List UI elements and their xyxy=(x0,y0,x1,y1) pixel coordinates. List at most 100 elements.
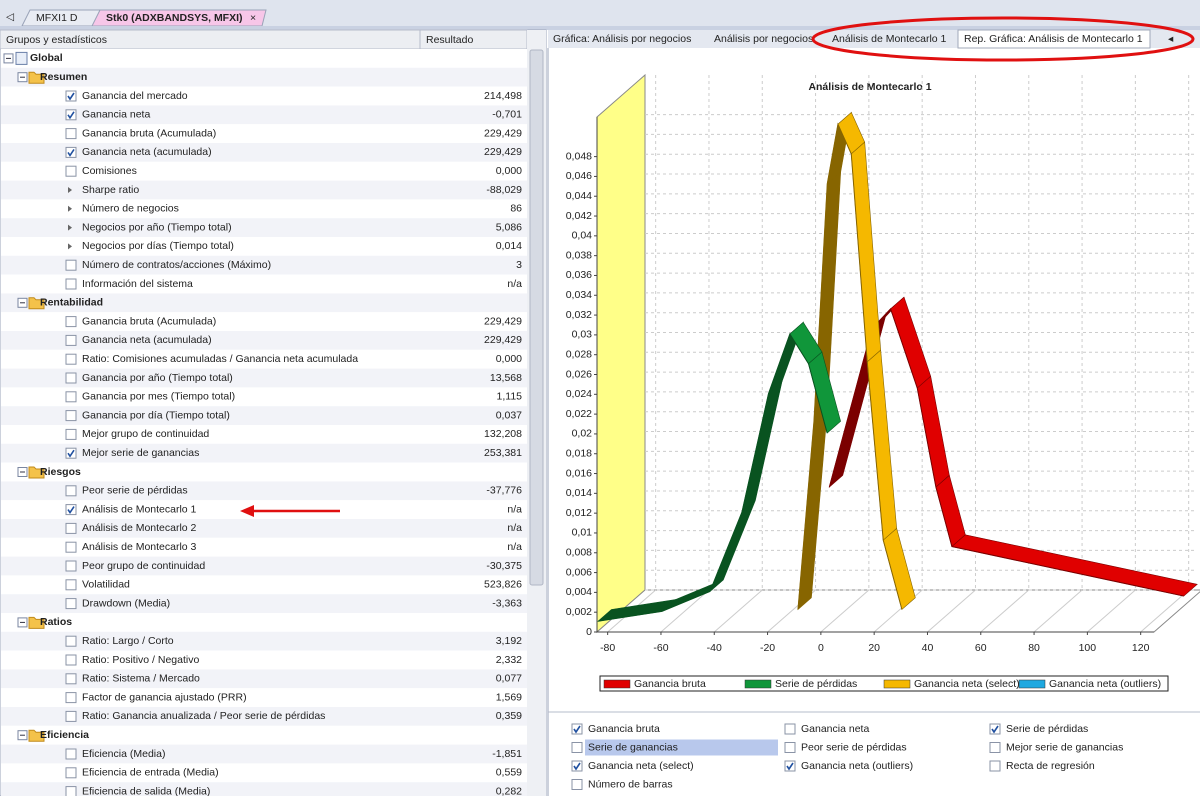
row[interactable] xyxy=(1,631,527,651)
checkbox[interactable] xyxy=(65,428,77,440)
row[interactable] xyxy=(1,500,527,519)
checkbox[interactable] xyxy=(65,673,77,685)
checkbox[interactable] xyxy=(571,742,583,753)
row[interactable] xyxy=(1,105,527,125)
row[interactable] xyxy=(1,707,527,726)
row[interactable] xyxy=(1,688,527,707)
row[interactable] xyxy=(1,443,527,463)
option-label[interactable]: Mejor serie de ganancias xyxy=(1006,741,1123,753)
row[interactable] xyxy=(1,744,527,764)
checkbox[interactable] xyxy=(65,748,77,760)
option-label[interactable]: Peor serie de pérdidas xyxy=(801,741,907,753)
row[interactable] xyxy=(1,763,527,783)
checkbox[interactable] xyxy=(65,334,77,346)
row[interactable] xyxy=(1,67,527,87)
checkbox[interactable] xyxy=(65,692,77,704)
checkbox[interactable] xyxy=(65,522,77,534)
option-label[interactable]: Ganancia neta xyxy=(801,723,869,735)
checkbox[interactable] xyxy=(65,598,77,610)
row[interactable] xyxy=(1,349,527,369)
row[interactable] xyxy=(1,49,527,68)
row[interactable] xyxy=(1,481,527,501)
chart-tab[interactable]: Rep. Gráfica: Análisis de Montecarlo 1 xyxy=(964,33,1143,45)
tab-close[interactable]: × xyxy=(250,12,256,24)
row[interactable] xyxy=(1,594,527,613)
row[interactable] xyxy=(1,218,527,237)
checkbox[interactable] xyxy=(989,742,1001,753)
row[interactable] xyxy=(1,331,527,350)
chart-tab[interactable]: Gráfica: Análisis por negocios xyxy=(553,33,691,45)
row[interactable] xyxy=(1,725,527,745)
checkbox[interactable] xyxy=(571,760,583,772)
checkbox[interactable] xyxy=(65,165,77,177)
row[interactable] xyxy=(1,237,527,256)
row[interactable] xyxy=(1,669,527,689)
checkbox[interactable] xyxy=(784,760,796,772)
row[interactable] xyxy=(1,143,527,162)
row[interactable] xyxy=(1,255,527,275)
stat-label: Ganancia por día (Tiempo total) xyxy=(82,409,230,421)
checkbox[interactable] xyxy=(65,391,77,403)
checkbox[interactable] xyxy=(65,109,77,121)
checkbox[interactable] xyxy=(65,635,77,647)
checkbox[interactable] xyxy=(65,372,77,384)
option-label[interactable]: Serie de ganancias xyxy=(588,741,678,753)
checkbox[interactable] xyxy=(65,447,77,459)
checkbox[interactable] xyxy=(989,723,1001,735)
checkbox[interactable] xyxy=(571,723,583,735)
checkbox[interactable] xyxy=(65,410,77,422)
row[interactable] xyxy=(1,537,527,557)
option-label[interactable]: Número de barras xyxy=(588,778,673,790)
row[interactable] xyxy=(1,274,527,294)
row[interactable] xyxy=(1,199,527,219)
row[interactable] xyxy=(1,462,527,482)
checkbox[interactable] xyxy=(784,742,796,753)
checkbox[interactable] xyxy=(65,485,77,497)
option-label[interactable]: Ganancia neta (select) xyxy=(588,760,694,772)
checkbox[interactable] xyxy=(989,760,1001,772)
row[interactable] xyxy=(1,124,527,143)
row[interactable] xyxy=(1,368,527,388)
checkbox[interactable] xyxy=(65,146,77,158)
checkbox[interactable] xyxy=(65,541,77,553)
checkbox[interactable] xyxy=(65,316,77,328)
row[interactable] xyxy=(1,519,527,538)
option-label[interactable]: Ganancia neta (outliers) xyxy=(801,760,913,772)
checkbox[interactable] xyxy=(65,560,77,572)
row[interactable] xyxy=(1,293,527,313)
checkbox[interactable] xyxy=(65,278,77,290)
row[interactable] xyxy=(1,425,527,444)
chart-tab[interactable]: Análisis por negocios xyxy=(714,33,813,45)
option-label[interactable]: Serie de pérdidas xyxy=(1006,723,1088,735)
row[interactable] xyxy=(1,650,527,670)
row[interactable] xyxy=(1,782,527,801)
checkbox[interactable] xyxy=(65,767,77,779)
row[interactable] xyxy=(1,613,527,632)
scroll-thumb[interactable] xyxy=(529,49,544,586)
row[interactable] xyxy=(1,556,527,576)
chart-tab[interactable]: Análisis de Montecarlo 1 xyxy=(832,33,947,45)
checkbox[interactable] xyxy=(65,786,77,798)
checkbox[interactable] xyxy=(65,90,77,102)
checkbox[interactable] xyxy=(65,654,77,666)
row[interactable] xyxy=(1,86,527,106)
checkbox[interactable] xyxy=(65,259,77,271)
checkbox[interactable] xyxy=(65,353,77,365)
row[interactable] xyxy=(1,180,527,200)
checkbox[interactable] xyxy=(65,128,77,140)
row[interactable] xyxy=(1,387,527,407)
chart-tab-scroll[interactable]: ◂ xyxy=(1168,33,1174,45)
row[interactable] xyxy=(1,575,527,595)
row[interactable] xyxy=(1,406,527,425)
checkbox[interactable] xyxy=(65,504,77,516)
checkbox[interactable] xyxy=(65,579,77,591)
checkbox[interactable] xyxy=(65,710,77,722)
checkbox[interactable] xyxy=(784,723,796,735)
option-label[interactable]: Ganancia bruta xyxy=(588,723,660,735)
option-label[interactable]: Recta de regresión xyxy=(1006,760,1095,772)
chart-tab-active[interactable] xyxy=(957,29,1151,49)
row[interactable] xyxy=(1,161,527,181)
tab-scroll[interactable]: ◁ xyxy=(6,11,15,23)
row[interactable] xyxy=(1,312,527,331)
checkbox[interactable] xyxy=(571,779,583,790)
